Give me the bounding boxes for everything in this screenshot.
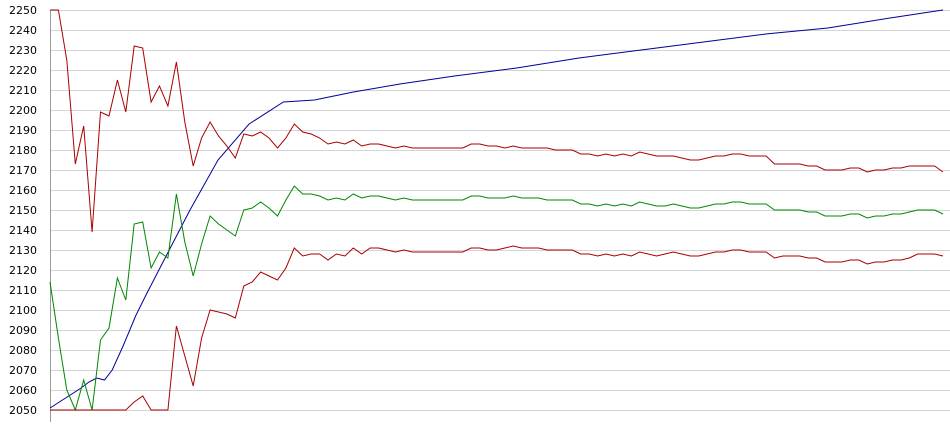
y-tick-label: 2080 <box>9 344 37 357</box>
y-tick-label: 2090 <box>9 324 37 337</box>
y-tick-label: 2240 <box>9 24 37 37</box>
y-tick-label: 2130 <box>9 244 37 257</box>
y-tick-label: 2200 <box>9 104 37 117</box>
y-tick-label: 2100 <box>9 304 37 317</box>
y-tick-label: 2180 <box>9 144 37 157</box>
y-tick-label: 2070 <box>9 364 37 377</box>
series-line-2 <box>50 9 944 233</box>
series-line-1 <box>49 9 944 409</box>
y-tick-label: 2110 <box>9 284 37 297</box>
y-tick-label: 2160 <box>9 184 37 197</box>
y-tick-label: 2250 <box>9 4 37 17</box>
y-tick-label: 2220 <box>9 64 37 77</box>
y-tick-label: 2060 <box>9 384 37 397</box>
y-tick-label: 2150 <box>9 204 37 217</box>
y-tick-label: 2140 <box>9 224 37 237</box>
y-tick-label: 2170 <box>9 164 37 177</box>
series-layer <box>49 9 944 412</box>
y-tick-label: 2120 <box>9 264 37 277</box>
y-axis-ticks: 2050 2060 2070 2080 2090 2100 2110 2120 2130 2140… <box>9 4 37 417</box>
series-line-3 <box>49 185 944 412</box>
series-line-4 <box>50 245 944 411</box>
y-tick-label: 2050 <box>9 404 37 417</box>
y-tick-label: 2190 <box>9 124 37 137</box>
y-tick-label: 2230 <box>9 44 37 57</box>
y-tick-label: 2210 <box>9 84 37 97</box>
